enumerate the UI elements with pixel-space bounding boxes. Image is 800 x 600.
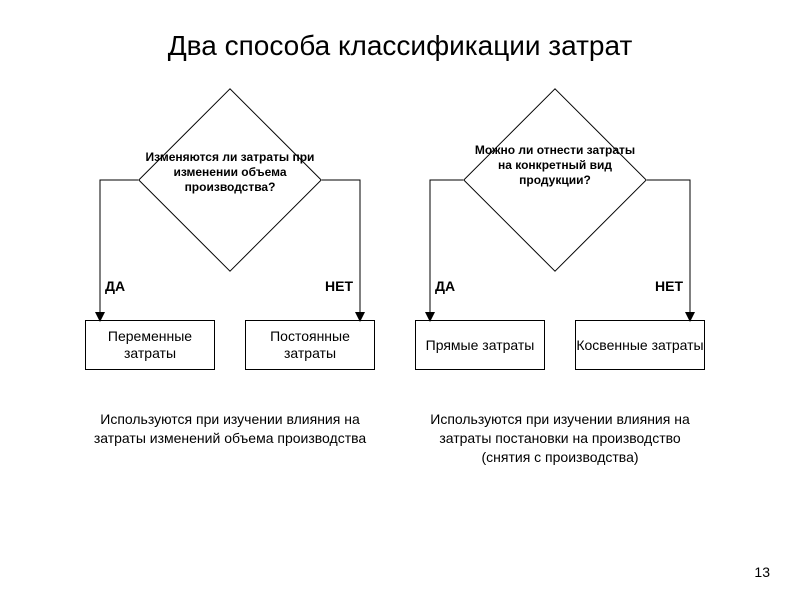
box-fixed-costs: Постоянные затраты (245, 320, 375, 370)
label-left-yes: ДА (105, 278, 125, 294)
label-right-no: НЕТ (655, 278, 683, 294)
decision-left-text: Изменяются ли затраты при изменении объе… (145, 150, 315, 195)
label-left-no: НЕТ (325, 278, 353, 294)
box-variable-costs: Переменные затраты (85, 320, 215, 370)
box-direct-costs: Прямые затраты (415, 320, 545, 370)
page-number: 13 (754, 564, 770, 580)
page-title: Два способа классификации затрат (0, 30, 800, 62)
caption-right: Используются при изучении влияния на зат… (415, 410, 705, 467)
caption-left: Используются при изучении влияния на зат… (85, 410, 375, 448)
label-right-yes: ДА (435, 278, 455, 294)
arrows-layer (0, 0, 800, 600)
decision-right-text: Можно ли отнести затраты на конкретный в… (470, 143, 640, 188)
box-indirect-costs: Косвенные затраты (575, 320, 705, 370)
